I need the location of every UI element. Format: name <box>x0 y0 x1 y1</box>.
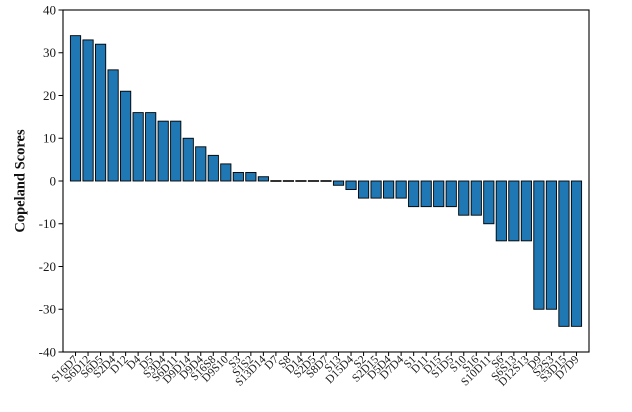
bar <box>270 180 282 182</box>
bar <box>470 180 482 216</box>
bar <box>232 171 244 182</box>
bar <box>420 180 432 208</box>
bar <box>345 180 357 191</box>
bar <box>170 120 182 182</box>
y-tick-label: 20 <box>43 88 56 103</box>
bar <box>245 171 257 182</box>
bar <box>132 112 144 182</box>
bar <box>295 180 307 182</box>
y-tick-label: -10 <box>39 216 56 231</box>
bar <box>520 180 532 242</box>
y-tick-label: -30 <box>39 302 56 317</box>
bar <box>495 180 507 242</box>
bar <box>570 180 583 327</box>
bar <box>282 180 295 182</box>
bar <box>182 137 194 182</box>
bar <box>458 180 470 216</box>
bar <box>82 39 94 182</box>
bar <box>508 180 520 242</box>
bar <box>195 146 207 182</box>
bar <box>145 112 157 182</box>
y-tick-label: -20 <box>39 259 56 274</box>
bar <box>483 180 495 225</box>
bar <box>307 180 320 182</box>
bar <box>332 180 345 186</box>
y-tick-label: 40 <box>43 2 56 17</box>
bar <box>157 120 169 182</box>
bar <box>558 180 570 327</box>
bar <box>395 180 407 199</box>
y-tick-label: 0 <box>50 173 57 188</box>
y-tick-label: -40 <box>39 344 56 359</box>
y-tick-label: 10 <box>43 131 56 146</box>
bar <box>320 180 332 182</box>
bar <box>69 35 82 182</box>
bar <box>545 180 558 310</box>
bar <box>533 180 545 310</box>
bar <box>257 176 269 182</box>
bar <box>408 180 420 208</box>
bar <box>107 69 119 182</box>
bar <box>94 43 107 182</box>
y-tick-label: 30 <box>43 45 56 60</box>
bar <box>220 163 232 182</box>
bar <box>383 180 395 199</box>
bar <box>207 154 219 182</box>
bar <box>120 90 132 182</box>
bar <box>445 180 457 208</box>
bar <box>433 180 445 208</box>
bar <box>370 180 382 199</box>
bar <box>357 180 370 199</box>
